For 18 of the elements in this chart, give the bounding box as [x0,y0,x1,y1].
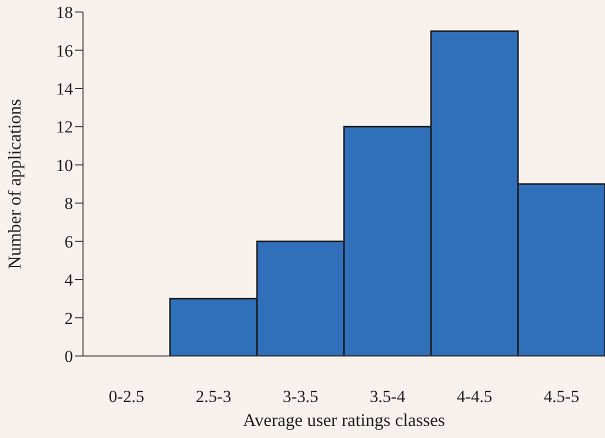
y-tick-label: 14 [56,79,74,98]
x-axis-title: Average user ratings classes [242,410,446,430]
x-tick-label: 3.5-4 [370,387,406,406]
x-tick-label: 3-3.5 [282,387,318,406]
x-tick-label: 2.5-3 [196,387,232,406]
x-tick-label: 4-4.5 [456,387,492,406]
y-tick-label: 18 [56,3,73,22]
y-tick-label: 8 [64,194,73,214]
x-tick-label: 4.5-5 [544,387,580,406]
y-tick-label: 4 [64,270,74,290]
y-tick-label: 6 [64,232,73,252]
y-tick-label: 2 [64,308,73,328]
y-tick-label: 0 [64,347,73,366]
y-axis-title: Number of applications [4,99,24,269]
y-tick-label: 10 [56,156,73,175]
y-tick-label: 12 [56,118,73,137]
x-tick-label: 0-2.5 [108,387,144,406]
y-tick-label: 16 [56,41,73,60]
